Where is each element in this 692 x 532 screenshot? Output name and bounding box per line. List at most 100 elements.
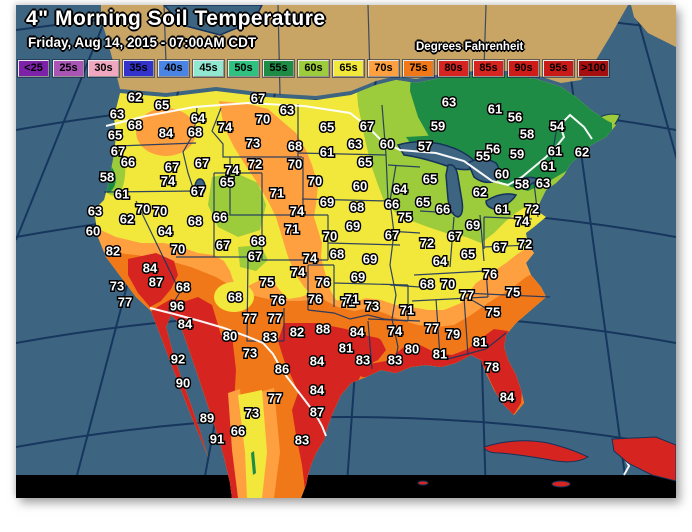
- station-temp: 59: [431, 118, 445, 133]
- station-temp: 89: [200, 410, 214, 425]
- station-temp: 92: [171, 351, 185, 366]
- station-temp: 84: [350, 324, 365, 339]
- station-temp: 66: [121, 154, 135, 169]
- station-temp: 68: [420, 276, 434, 291]
- station-temp: 63: [348, 136, 362, 151]
- station-temp: 65: [220, 174, 234, 189]
- station-temp: 70: [323, 228, 337, 243]
- station-temp: 68: [188, 213, 202, 228]
- station-temp: 68: [330, 246, 344, 261]
- station-temp: 68: [188, 124, 202, 139]
- station-temp: 61: [548, 143, 562, 158]
- station-temp: 83: [295, 432, 309, 447]
- station-temp: 58: [100, 169, 114, 184]
- band-60s-utah: [208, 173, 266, 237]
- station-temp: 65: [461, 246, 475, 261]
- station-temp: 74: [218, 119, 233, 134]
- station-temp: 65: [155, 97, 169, 112]
- station-temp: 61: [495, 201, 509, 216]
- legend-item: 85s: [472, 59, 505, 78]
- station-temp: 62: [473, 184, 487, 199]
- station-temp: 60: [380, 136, 394, 151]
- station-temp: 55: [476, 148, 490, 163]
- station-temp: 84: [500, 389, 515, 404]
- station-temp: 62: [128, 89, 142, 104]
- station-temp: 64: [393, 181, 408, 196]
- station-temp: 86: [275, 361, 289, 376]
- soil-temperature-map: 62 65 63 68 84 65 67 66 58 61 63 60 70 70 62 82 64 66 68 74…: [16, 5, 676, 498]
- station-temp: 87: [310, 404, 324, 419]
- station-temp: 65: [358, 154, 372, 169]
- legend-item: 75s: [402, 59, 435, 78]
- band-70s-mexico-west: [228, 389, 248, 498]
- station-temp: 67: [216, 237, 230, 252]
- station-temp: 83: [356, 352, 370, 367]
- station-temp: 74: [291, 264, 306, 279]
- station-temp: 69: [320, 194, 334, 209]
- station-temp: 58: [515, 176, 529, 191]
- station-temp: 60: [353, 178, 367, 193]
- lake-erie: [485, 193, 518, 210]
- station-temp: 80: [405, 341, 419, 356]
- station-temp: 76: [483, 266, 497, 281]
- us-mexico-border: [149, 307, 327, 437]
- station-temp: 65: [108, 127, 122, 142]
- station-temp: 68: [176, 279, 190, 294]
- station-temp: 58: [520, 126, 534, 141]
- station-temp: 74: [290, 203, 305, 218]
- station-temp: 88: [316, 321, 330, 336]
- station-temp: 70: [256, 111, 270, 126]
- station-temp: 70: [288, 156, 302, 171]
- station-temp: 61: [488, 101, 502, 116]
- station-temp: 62: [575, 144, 589, 159]
- station-temp: 77: [118, 294, 132, 309]
- legend-item: 40s: [157, 59, 190, 78]
- band-65s-mexico-center: [238, 390, 267, 498]
- station-temp: 69: [346, 218, 360, 233]
- station-temp: 63: [88, 203, 102, 218]
- station-temp: 61: [541, 158, 555, 173]
- legend-item: 90s: [507, 59, 540, 78]
- legend-item: >100: [577, 59, 610, 78]
- station-temp: 77: [268, 390, 282, 405]
- station-temp: 70: [171, 241, 185, 256]
- station-temp: 83: [263, 329, 277, 344]
- station-temp: 68: [228, 289, 242, 304]
- station-temp: 73: [365, 298, 379, 313]
- band-80s-texas: [278, 323, 386, 451]
- legend-item: 95s: [542, 59, 575, 78]
- station-temp: 84: [178, 316, 193, 331]
- cuba: [483, 440, 590, 463]
- band-70s-north-plains: [219, 101, 332, 300]
- station-temp: 79: [446, 326, 460, 341]
- station-temp: 77: [243, 310, 257, 325]
- station-temp: 82: [290, 324, 304, 339]
- station-temp: 70: [153, 203, 167, 218]
- station-temp: 77: [460, 287, 474, 302]
- unit-label: Degrees Fahrenheit: [416, 41, 524, 53]
- station-temp: 96: [170, 298, 184, 313]
- station-temp: 67: [248, 248, 262, 263]
- station-temp: 75: [398, 209, 412, 224]
- station-temp: 87: [149, 274, 163, 289]
- great-salt-lake: [194, 178, 206, 196]
- station-temp: 74: [388, 323, 403, 338]
- station-temp: 80: [223, 328, 237, 343]
- station-temp: 59: [510, 146, 524, 161]
- station-temp: 56: [508, 109, 522, 124]
- station-temp: 63: [536, 175, 550, 190]
- station-temp: 71: [341, 294, 355, 309]
- station-temp: 67: [448, 228, 462, 243]
- page-title: 4" Morning Soil Temperature: [26, 7, 326, 30]
- station-temp: 74: [161, 173, 176, 188]
- station-temp: 69: [466, 217, 480, 232]
- band-65s-new-mexico-pocket: [214, 282, 254, 312]
- station-temp: 74: [515, 213, 530, 228]
- station-temp: 68: [288, 138, 302, 153]
- station-temp: 73: [110, 278, 124, 293]
- station-temp: 84: [310, 382, 325, 397]
- station-temp: 63: [110, 106, 124, 121]
- lake-ontario: [513, 176, 540, 190]
- station-temp: 60: [495, 166, 509, 181]
